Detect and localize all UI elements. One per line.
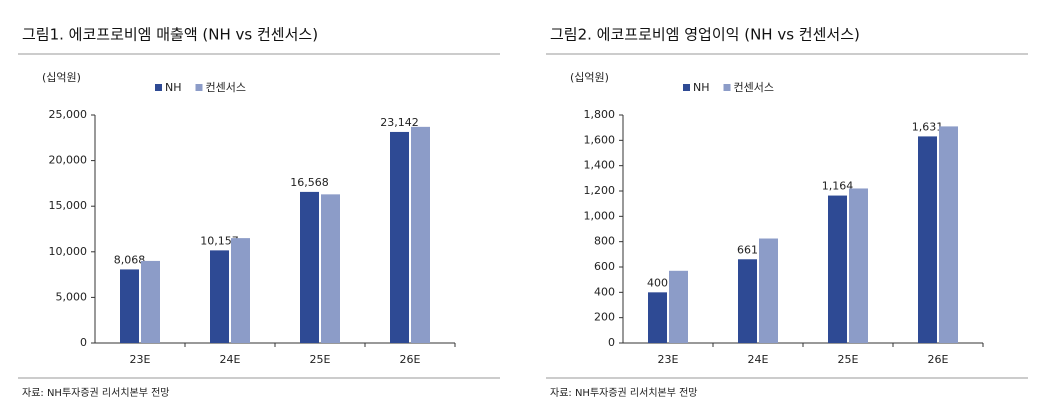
legend-label: 컨센서스 [734,81,774,94]
value-label: 16,568 [290,176,329,189]
value-label: 23,142 [380,116,419,129]
bar [738,259,757,343]
y-tick-label: 200 [594,311,615,324]
legend-swatch [195,84,203,91]
value-label: 10,157 [200,234,239,247]
x-tick-label: 25E [838,353,859,366]
x-tick-label: 25E [310,353,331,366]
value-label: 400 [647,276,668,289]
legend-swatch [683,84,690,91]
unit-label: (십억원) [42,71,81,84]
bar [411,126,430,343]
bar [210,250,229,343]
bar [669,270,688,343]
y-tick-label: 1,000 [584,209,616,222]
bar [648,292,667,343]
unit-label: (십억원) [570,71,609,84]
bar [141,260,160,343]
value-label: 1,164 [822,180,854,193]
y-tick-label: 800 [594,235,615,248]
bar [231,238,250,343]
x-tick-label: 23E [130,353,151,366]
chart-title: 그림2. 에코프로비엠 영업이익 (NH vs 컨센서스) [550,26,860,44]
bar [849,188,868,343]
y-tick-label: 1,400 [584,159,616,172]
legend-label: NH [165,81,182,94]
bar [828,195,847,343]
bar [939,126,958,344]
legend-label: NH [693,81,710,94]
y-tick-label: 0 [608,336,615,349]
bar [321,194,340,343]
x-tick-label: 26E [400,353,421,366]
bar [759,238,778,343]
x-tick-label: 24E [748,353,769,366]
y-tick-label: 15,000 [49,199,88,212]
y-tick-label: 20,000 [49,154,88,167]
legend-swatch [155,84,162,91]
x-tick-label: 24E [220,353,241,366]
value-label: 661 [737,243,758,256]
source: 자료: NH투자증권 리서치본부 전망 [550,387,698,399]
value-label: 1,631 [912,120,944,133]
y-tick-label: 0 [80,336,87,349]
bar [300,191,319,343]
legend-swatch [723,84,731,91]
source: 자료: NH투자증권 리서치본부 전망 [22,387,170,399]
chart-title: 그림1. 에코프로비엠 매출액 (NH vs 컨센서스) [22,26,318,44]
y-tick-label: 5,000 [56,290,88,303]
y-tick-label: 1,200 [584,184,616,197]
x-tick-label: 23E [658,353,679,366]
x-tick-label: 26E [928,353,949,366]
bar [390,131,409,343]
y-tick-label: 25,000 [49,108,88,121]
legend-label: 컨센서스 [206,81,246,94]
y-tick-label: 10,000 [49,245,88,258]
y-tick-label: 600 [594,260,615,273]
y-tick-label: 1,800 [584,108,616,121]
value-label: 8,068 [114,253,146,266]
y-tick-label: 1,600 [584,133,616,146]
bar [918,136,937,343]
y-tick-label: 400 [594,285,615,298]
bar [120,269,139,343]
